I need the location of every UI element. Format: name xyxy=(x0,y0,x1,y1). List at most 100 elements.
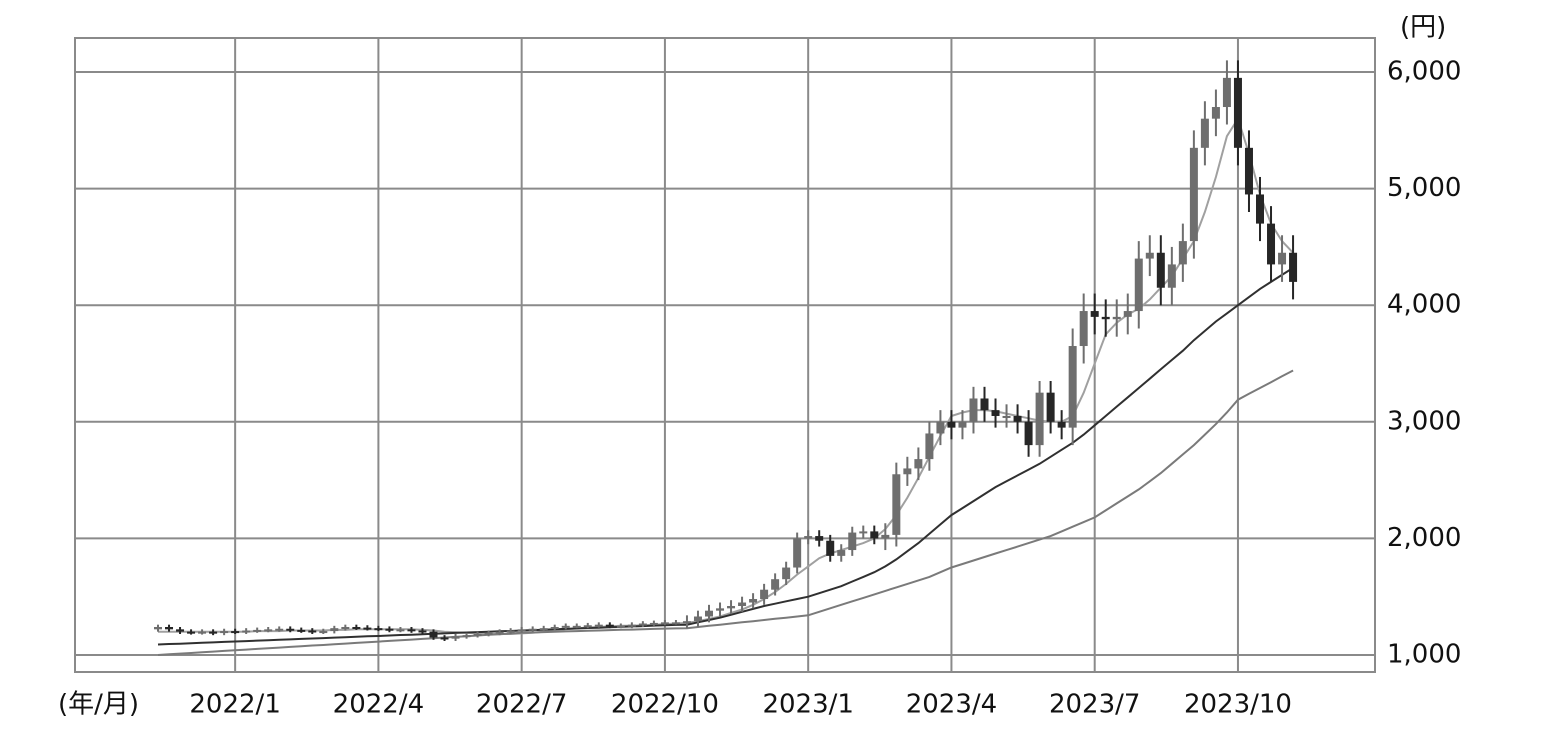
candle-body xyxy=(297,629,306,632)
candle-body xyxy=(473,633,482,636)
candle-body xyxy=(374,628,383,631)
candle-body xyxy=(881,534,890,539)
candle-body xyxy=(1244,147,1253,195)
candle-body xyxy=(1256,194,1264,224)
candle-body xyxy=(782,567,791,580)
candle-body xyxy=(925,433,934,460)
candle-body xyxy=(1068,346,1077,428)
candle-body xyxy=(1112,316,1121,320)
candle-body xyxy=(1046,392,1055,422)
candle-body xyxy=(539,628,548,631)
candle-body xyxy=(1200,118,1209,148)
candle-body xyxy=(760,589,769,600)
candle-body xyxy=(991,410,1000,416)
candle-body xyxy=(1167,264,1176,288)
candle-body xyxy=(429,631,438,638)
y-tick-label: 3,000 xyxy=(1387,406,1461,436)
candle-body xyxy=(1123,311,1132,317)
candle-body xyxy=(396,629,405,632)
candle-body xyxy=(870,531,879,539)
y-unit: (円) xyxy=(1400,13,1446,43)
candle-body xyxy=(804,536,813,539)
candle-body xyxy=(1013,415,1022,422)
candle-body xyxy=(1178,241,1187,265)
candle-body xyxy=(605,624,614,627)
x-tick-label: 2022/1 xyxy=(189,690,280,720)
candle-body xyxy=(451,636,460,639)
candle-body xyxy=(231,631,240,634)
candle-body xyxy=(462,635,471,638)
candle-body xyxy=(319,631,328,634)
candle-body xyxy=(242,630,251,633)
candle-body xyxy=(1289,252,1298,282)
candle-body xyxy=(771,579,780,590)
candle-body xyxy=(738,602,747,607)
candle-body xyxy=(1035,392,1044,446)
candle-body xyxy=(220,631,229,634)
candle-body xyxy=(550,626,559,629)
candle-body xyxy=(693,616,702,622)
candle-body xyxy=(815,536,824,541)
candle-body xyxy=(352,626,361,629)
candle-body xyxy=(638,623,647,626)
plot-frame xyxy=(74,37,1376,673)
x-tick-label: 2023/4 xyxy=(906,690,997,720)
candle-body xyxy=(1079,311,1088,347)
candle-body xyxy=(506,630,515,633)
candle-body xyxy=(187,631,196,634)
candle-body xyxy=(892,474,901,535)
candle-body xyxy=(848,532,857,551)
y-tick-label: 1,000 xyxy=(1387,639,1461,669)
candle-body xyxy=(1024,421,1033,446)
candle-body xyxy=(1278,252,1287,265)
candle-body xyxy=(1211,107,1220,119)
candle-body xyxy=(517,629,526,632)
candle-body xyxy=(1156,252,1165,288)
candle-body xyxy=(749,599,758,603)
candle-body xyxy=(561,625,570,628)
candle-body xyxy=(1134,258,1143,312)
candle-body xyxy=(914,459,923,469)
candle-body xyxy=(1222,77,1231,108)
candle-body xyxy=(859,531,868,534)
candle-body xyxy=(385,628,394,631)
moving-average-line xyxy=(157,267,1294,646)
candle-body xyxy=(1002,415,1011,418)
candle-body xyxy=(682,621,691,624)
moving-average-line xyxy=(157,369,1294,656)
candle-body xyxy=(308,630,317,633)
x-tick-label: 2022/4 xyxy=(333,690,424,720)
candle-body xyxy=(705,610,713,617)
candle-body xyxy=(495,631,504,634)
candle-body xyxy=(253,629,262,632)
moving-average-line xyxy=(158,116,1294,635)
candle-body xyxy=(826,540,835,556)
candle-body xyxy=(1090,311,1099,317)
candle-body xyxy=(1145,252,1154,259)
x-tick-label: 2023/10 xyxy=(1184,690,1292,720)
candle-body xyxy=(341,626,350,629)
candle-body xyxy=(660,622,669,625)
candle-body xyxy=(616,625,625,628)
candle-body xyxy=(594,624,603,627)
candle-body xyxy=(958,421,967,428)
x-tick-label: 2023/7 xyxy=(1049,690,1140,720)
candle-body xyxy=(176,629,185,632)
candle-body xyxy=(440,637,449,640)
x-tick-label: 2023/1 xyxy=(762,690,853,720)
candle-body xyxy=(1233,77,1242,148)
y-tick-label: 6,000 xyxy=(1387,57,1461,87)
candle-body xyxy=(286,628,295,631)
candle-body xyxy=(727,606,736,609)
candle-body xyxy=(793,538,802,568)
x-tick-label: 2022/7 xyxy=(476,690,567,720)
candle-body xyxy=(484,632,493,635)
candle-body xyxy=(198,631,207,634)
candle-body xyxy=(936,421,945,434)
candle-body xyxy=(154,626,162,630)
candle-body xyxy=(1189,147,1198,242)
y-tick-label: 4,000 xyxy=(1387,290,1461,320)
candle-body xyxy=(264,629,273,632)
candle-body xyxy=(330,628,339,632)
candle-body xyxy=(418,630,427,633)
